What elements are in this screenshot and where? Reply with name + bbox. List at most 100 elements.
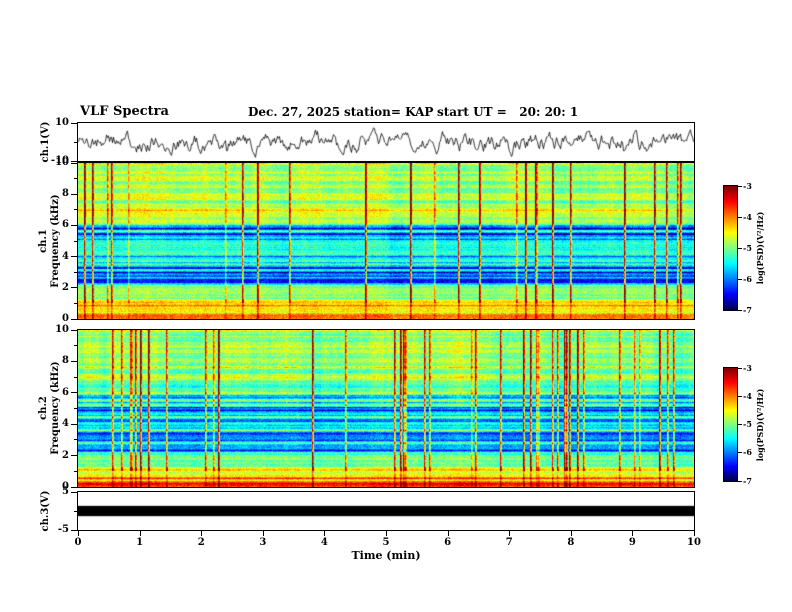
freq-tick-mark	[74, 302, 77, 304]
colorbar-tick-mark	[738, 278, 742, 280]
ch3-waveform-canvas	[78, 492, 694, 530]
freq-tick-mark	[71, 318, 77, 320]
colorbar-tick-label: -7	[743, 475, 752, 486]
colorbar-tick-mark	[738, 309, 742, 311]
colorbar-tick-label: -6	[743, 273, 752, 284]
volt-tick-mark	[71, 160, 77, 162]
x-tick-label: 9	[628, 537, 636, 548]
x-tick-label: 3	[259, 537, 267, 548]
freq-tick-mark	[71, 224, 77, 226]
x-tick-mark	[694, 531, 695, 536]
x-tick-label: 5	[382, 537, 390, 548]
x-tick-mark	[262, 531, 264, 536]
freq-tick-label: 10	[55, 157, 69, 168]
x-tick-mark	[570, 531, 572, 536]
colorbar-tick-mark	[738, 452, 742, 454]
freq-tick-mark	[74, 439, 77, 441]
freq-tick-mark	[71, 287, 77, 289]
volt-tick-label: 10	[55, 117, 69, 128]
colorbar-tick-label: -5	[743, 242, 752, 253]
freq-tick-mark	[74, 209, 77, 211]
freq-tick-label: 10	[55, 324, 69, 335]
volt-tick-label: 5	[62, 486, 69, 497]
ch2-frequency-axis-label: ch.2 Frequency (kHz)	[38, 330, 62, 486]
ch2-label-line: ch.2	[38, 396, 49, 420]
page-title: VLF Spectra	[80, 104, 169, 119]
ch1-label-line: ch.1	[38, 229, 49, 253]
frequency-label-line2: Frequency (kHz)	[50, 361, 61, 455]
colorbar-tick-label: -5	[743, 419, 752, 429]
freq-tick-label: 0	[62, 313, 69, 324]
colorbar-tick-mark	[738, 367, 742, 369]
freq-tick-label: 2	[62, 281, 69, 293]
freq-tick-label: 4	[62, 250, 69, 262]
freq-tick-label: 8	[62, 188, 69, 200]
volt-tick-label: -10	[50, 155, 69, 166]
freq-tick-label: 0	[62, 481, 69, 492]
freq-tick-mark	[71, 392, 77, 394]
ch1-spectrogram-canvas	[78, 163, 694, 319]
x-tick-label: 8	[567, 537, 575, 548]
freq-tick-mark	[71, 423, 77, 425]
header-date: Dec. 27, 2025	[248, 105, 341, 119]
x-tick-label: 4	[320, 537, 328, 548]
x-tick-mark	[509, 531, 511, 536]
x-tick-mark	[386, 531, 387, 536]
colorbar-tick-label: -7	[743, 304, 752, 315]
x-tick-label: 0	[74, 537, 82, 548]
volt-tick-label: -5	[57, 524, 69, 535]
x-tick-mark	[324, 531, 326, 536]
colorbar2-canvas	[724, 368, 737, 481]
x-tick-mark	[78, 531, 79, 536]
freq-tick-mark	[74, 345, 77, 347]
freq-tick-mark	[71, 256, 77, 258]
colorbar-tick-mark	[738, 424, 742, 425]
freq-tick-label: 6	[62, 219, 69, 231]
colorbar-tick-mark	[738, 247, 742, 249]
freq-tick-mark	[74, 470, 77, 472]
x-tick-label: 2	[197, 537, 205, 548]
colorbar-tick-mark	[738, 395, 742, 397]
ch2-spectrogram-canvas	[78, 330, 694, 487]
freq-tick-mark	[74, 376, 77, 378]
colorbar-tick-mark	[738, 185, 742, 187]
x-tick-mark	[139, 531, 141, 536]
volt-tick-mark	[74, 141, 77, 143]
freq-tick-mark	[71, 455, 77, 457]
x-tick-mark	[447, 531, 449, 536]
ch1-frequency-axis-label: ch.1 Frequency (kHz)	[38, 163, 62, 319]
ch1-waveform-canvas	[78, 123, 694, 161]
freq-tick-mark	[74, 178, 77, 180]
freq-tick-mark	[74, 271, 77, 273]
x-tick-mark	[632, 531, 634, 536]
x-tick-label: 1	[136, 537, 144, 548]
header-station: station= KAP	[344, 105, 434, 119]
freq-tick-mark	[71, 486, 77, 488]
colorbar1-canvas	[724, 186, 737, 310]
volt-tick-mark	[71, 491, 77, 493]
header-start-ut: start UT = 20: 20: 1	[437, 105, 579, 119]
freq-tick-mark	[71, 193, 77, 195]
x-tick-mark	[201, 531, 203, 536]
frequency-label-line: Frequency (kHz)	[50, 194, 61, 288]
time-axis-label: Time (min)	[351, 549, 421, 562]
colorbar-tick-label: -4	[743, 211, 752, 222]
freq-tick-label: 2	[62, 449, 69, 461]
freq-tick-label: 4	[62, 418, 69, 430]
volt-tick-mark	[74, 510, 77, 512]
colorbar-tick-label: -3	[743, 362, 752, 373]
volt-tick-mark	[71, 529, 77, 531]
freq-tick-label: 6	[62, 386, 69, 398]
freq-tick-mark	[71, 162, 77, 164]
x-tick-label: 6	[444, 537, 452, 548]
freq-tick-mark	[71, 329, 77, 331]
freq-tick-label: 8	[62, 355, 69, 367]
colorbar-tick-label: -3	[743, 180, 752, 191]
x-tick-label: 7	[505, 537, 513, 548]
colorbar-tick-mark	[738, 216, 742, 218]
volt-tick-mark	[71, 122, 77, 124]
freq-tick-mark	[74, 408, 77, 409]
x-tick-label: 10	[687, 537, 701, 548]
colorbar-tick-label: -4	[743, 390, 752, 401]
